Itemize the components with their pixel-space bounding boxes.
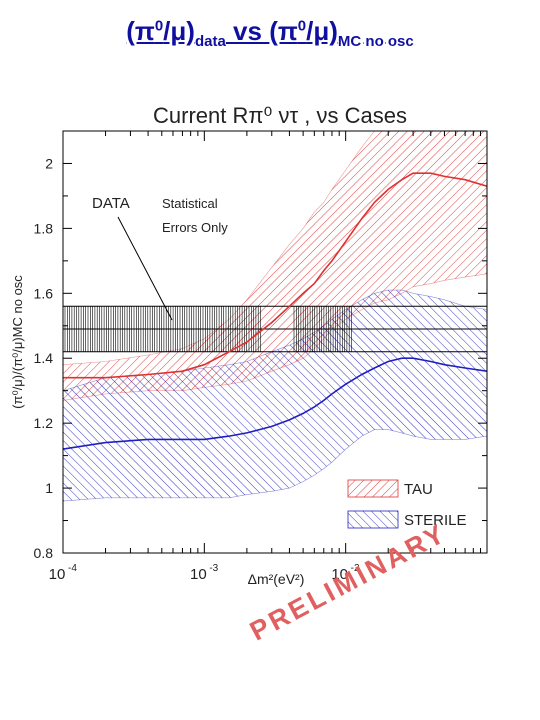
data-label: DATA: [92, 195, 130, 212]
chart: Current Rπ⁰ ντ , νs Cases 0.8 1 1.2 1.4 1.6 1…: [10, 103, 488, 587]
slide-title: (π0/μ)data vs (π0/μ)MC no osc: [126, 16, 414, 51]
band-edge-sterile: [63, 289, 487, 502]
x-tick-label: 10: [49, 566, 66, 583]
x-tick-label-exponent: -4: [68, 563, 77, 574]
band-sterile: [63, 290, 487, 502]
x-tick-label-exponent: -2: [351, 563, 360, 574]
annotation-line-1: Statistical: [162, 196, 218, 211]
x-tick-label: 10: [190, 566, 207, 583]
legend-label-tau: TAU: [404, 481, 433, 498]
y-tick-label: 1.2: [34, 415, 54, 431]
line-tau: [63, 172, 487, 379]
y-tick-label: 1: [45, 480, 53, 496]
x-tick-label-exponent: -3: [209, 563, 218, 574]
y-tick-label: 1.8: [34, 220, 54, 236]
x-axis-label: Δm²(eV²): [248, 571, 305, 587]
plot-frame: [62, 130, 488, 554]
line-sterile: [63, 357, 487, 450]
band-tau: [63, 131, 487, 401]
chart-title: Current Rπ⁰ ντ , νs Cases: [153, 103, 407, 128]
legend-swatch-tau: [347, 479, 399, 498]
legend-swatch-sterile: [347, 510, 399, 529]
annotation-line-2: Errors Only: [162, 220, 228, 235]
y-tick-label: 2: [45, 155, 53, 171]
x-tick-label: 10: [331, 566, 348, 583]
y-tick-label: 1.6: [34, 285, 54, 301]
y-axis-label: (π⁰/μ)/(π⁰/μ)MC no osc: [10, 275, 25, 409]
legend-label-sterile: STERILE: [404, 512, 467, 529]
y-tick-label: 1.4: [34, 350, 54, 366]
data-pointer-line: [117, 216, 173, 321]
y-tick-label: 0.8: [34, 545, 54, 561]
